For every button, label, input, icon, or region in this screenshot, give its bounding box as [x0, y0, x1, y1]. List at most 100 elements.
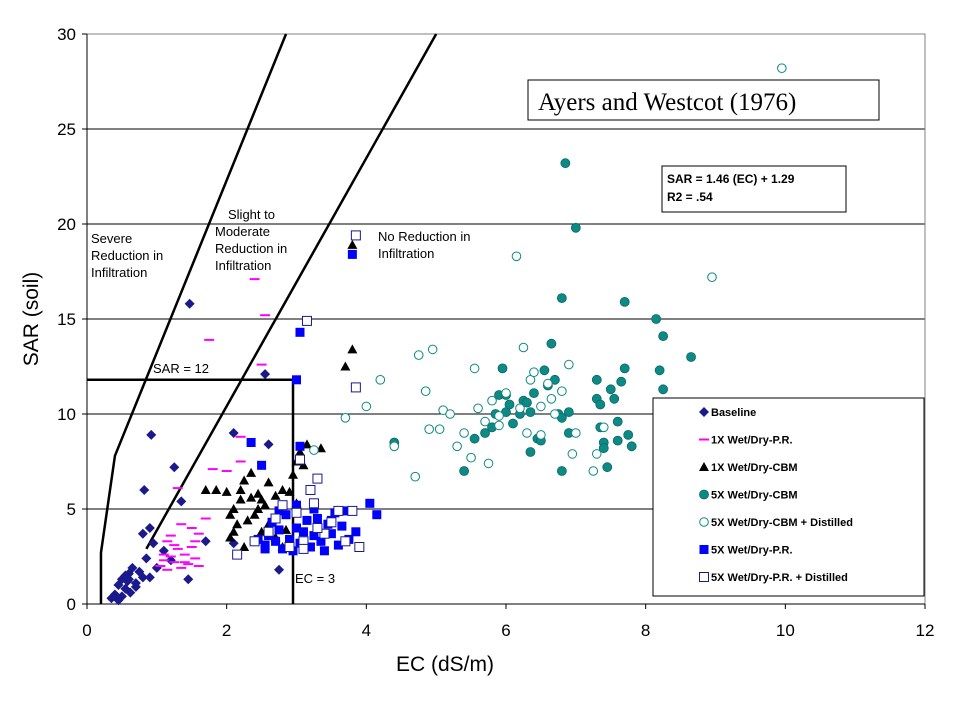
- data-point: [253, 488, 264, 498]
- series-6: [232, 230, 365, 560]
- data-point: [337, 521, 347, 531]
- x-tick-label: 0: [82, 621, 91, 640]
- data-point: [239, 542, 250, 551]
- data-point: [347, 239, 358, 249]
- boundary-line: [87, 378, 295, 604]
- data-point: [567, 449, 578, 459]
- data-point: [169, 462, 180, 473]
- svg-text:No Reduction in: No Reduction in: [378, 229, 471, 244]
- data-point: [473, 403, 483, 414]
- data-point: [312, 473, 323, 484]
- data-point: [434, 424, 445, 435]
- data-point: [249, 509, 260, 519]
- data-point: [281, 510, 291, 520]
- data-point: [340, 413, 351, 423]
- data-point: [235, 485, 246, 494]
- data-point: [309, 531, 319, 541]
- data-point: [375, 375, 386, 385]
- data-point: [256, 494, 267, 504]
- data-point: [420, 386, 431, 397]
- data-point: [137, 528, 148, 539]
- ec-3-label: EC = 3: [295, 571, 335, 586]
- y-tick-label: 10: [57, 405, 76, 424]
- y-tick-label: 20: [57, 215, 76, 234]
- data-point: [522, 397, 532, 408]
- data-point: [298, 543, 309, 554]
- svg-text:Infiltration: Infiltration: [378, 246, 434, 261]
- data-point: [225, 532, 236, 542]
- data-point: [242, 515, 253, 525]
- data-point: [294, 454, 305, 465]
- legend: Baseline 1X Wet/Dry-P.R. 1X Wet/Dry-CBM 5X …: [652, 397, 925, 597]
- y-tick-label: 25: [57, 120, 76, 139]
- svg-text:Slight to: Slight to: [228, 207, 275, 222]
- region-label-none: No Reduction in Infiltration: [378, 229, 471, 261]
- data-point: [319, 546, 329, 556]
- data-point: [232, 549, 243, 560]
- legend-label: 5X Wet/Dry-CBM: [711, 490, 798, 502]
- x-axis-title: EC (dS/m): [396, 653, 494, 676]
- data-point: [260, 369, 271, 380]
- data-point: [619, 296, 630, 307]
- data-point: [511, 251, 522, 262]
- data-point: [536, 430, 546, 440]
- region-label-severe: Severe Reduction in Infiltration: [91, 231, 163, 280]
- data-point: [508, 418, 518, 429]
- data-point: [277, 485, 288, 494]
- data-point: [556, 293, 567, 304]
- data-point: [529, 367, 539, 378]
- region-label-slight: Slight to Moderate Reduction in Infiltra…: [215, 207, 287, 273]
- data-point: [469, 363, 480, 374]
- x-tick-label: 4: [362, 621, 371, 640]
- data-point: [116, 591, 127, 602]
- data-point: [452, 441, 462, 452]
- legend-label: Baseline: [711, 407, 756, 419]
- y-tick-label: 5: [67, 500, 76, 519]
- data-point: [466, 452, 476, 463]
- data-point: [658, 384, 669, 395]
- data-point: [445, 409, 455, 419]
- data-point: [120, 583, 131, 594]
- y-tick-label: 30: [57, 25, 76, 44]
- data-point: [298, 527, 308, 537]
- data-point: [312, 523, 323, 533]
- data-point: [239, 475, 250, 485]
- data-point: [260, 544, 270, 554]
- data-point: [546, 394, 557, 404]
- data-point: [525, 407, 536, 418]
- data-point: [148, 538, 159, 549]
- data-point: [494, 420, 504, 431]
- data-point: [176, 496, 187, 507]
- data-point: [469, 433, 480, 444]
- data-point: [612, 435, 623, 446]
- data-point: [292, 500, 301, 510]
- data-point: [295, 441, 305, 451]
- data-point: [274, 525, 284, 535]
- data-point: [263, 477, 274, 487]
- data-point: [127, 562, 138, 573]
- data-point: [389, 441, 400, 452]
- data-point: [312, 514, 322, 523]
- data-point: [619, 363, 630, 374]
- data-point: [365, 498, 375, 508]
- data-point: [556, 466, 567, 476]
- data-point: [350, 230, 361, 241]
- data-point: [564, 359, 574, 370]
- data-point: [480, 416, 490, 427]
- axes: 0 5 10 15 20 25 30 0 2 4 6 8 10 12: [57, 25, 934, 640]
- svg-text:Infiltration: Infiltration: [91, 265, 147, 280]
- data-point: [125, 587, 136, 598]
- data-point: [354, 542, 365, 552]
- data-point: [424, 424, 434, 435]
- data-point: [263, 526, 274, 537]
- data-point: [591, 449, 602, 459]
- svg-text:Reduction in: Reduction in: [215, 241, 287, 256]
- data-point: [560, 158, 571, 169]
- data-point: [253, 504, 264, 513]
- data-point: [427, 344, 438, 355]
- svg-text:Reduction in: Reduction in: [91, 248, 163, 263]
- data-point: [595, 399, 606, 410]
- data-point: [340, 361, 351, 371]
- data-point: [351, 527, 361, 537]
- svg-text:Moderate: Moderate: [215, 224, 270, 239]
